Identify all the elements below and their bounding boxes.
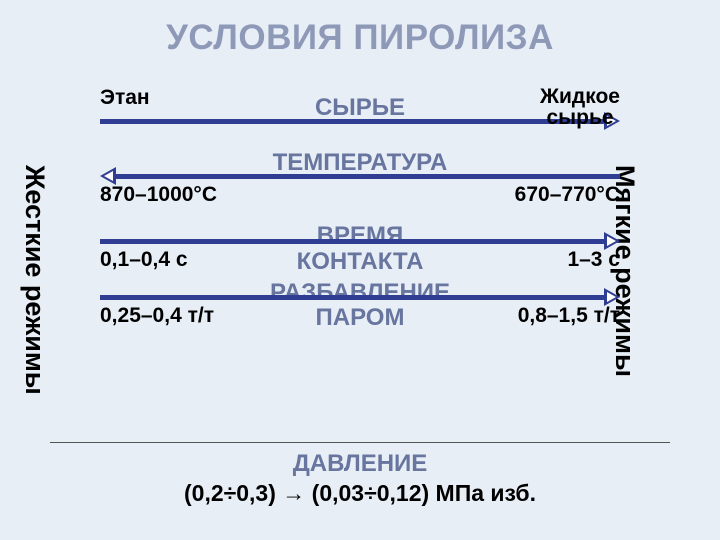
side-label-left-text: Жесткие режимы (19, 165, 50, 395)
param-row: ВРЕМЯКОНТАКТА0,1–0,4 с1–3 с (100, 223, 620, 249)
row-right-value: 0,8–1,5 т/т (518, 304, 620, 328)
arrow-line (114, 174, 620, 179)
pressure-heading: ДАВЛЕНИЕ (0, 450, 720, 478)
row-right-value: 670–770°С (515, 183, 620, 207)
side-label-right: Мягкие режимы (640, 165, 670, 196)
row-right-value: 1–3 с (567, 248, 620, 272)
row-left-value: 870–1000°С (100, 183, 217, 207)
slide-title: УСЛОВИЯ ПИРОЛИЗА (0, 18, 720, 58)
arrow: 870–1000°С670–770°С (100, 169, 620, 185)
arrow-head-inner (104, 171, 113, 181)
param-row: РАЗБАВЛЕНИЕПАРОМ0,25–0,4 т/т0,8–1,5 т/т (100, 280, 620, 306)
arrow-head-inner (607, 292, 616, 302)
row-left-value: 0,1–0,4 с (100, 248, 188, 272)
row-left-value: 0,25–0,4 т/т (100, 304, 214, 328)
pressure-value: (0,2÷0,3) → (0,03÷0,12) МПа изб. (0, 480, 720, 507)
arrow-line (100, 239, 606, 244)
row-left-value: Этан (100, 86, 150, 110)
rows-container: СЫРЬЕЭтанЖидкоесырье ТЕМПЕРАТУРА870–1000°… (100, 95, 620, 336)
row-right-value: Жидкоесырье (540, 86, 620, 128)
param-row: СЫРЬЕЭтанЖидкоесырье (100, 95, 620, 130)
arrow-line (100, 119, 606, 124)
arrow: 0,1–0,4 с1–3 с (100, 234, 620, 250)
param-row: ТЕМПЕРАТУРА870–1000°С670–770°С (100, 150, 620, 185)
arrow: ЭтанЖидкоесырье (100, 114, 620, 130)
arrow: 0,25–0,4 т/т0,8–1,5 т/т (100, 290, 620, 306)
arrow-line (100, 295, 606, 300)
divider-line (50, 442, 670, 443)
arrow-head-inner (607, 236, 616, 246)
side-label-left: Жесткие режимы (50, 165, 80, 196)
pressure-block: ДАВЛЕНИЕ (0,2÷0,3) → (0,03÷0,12) МПа изб… (0, 450, 720, 507)
